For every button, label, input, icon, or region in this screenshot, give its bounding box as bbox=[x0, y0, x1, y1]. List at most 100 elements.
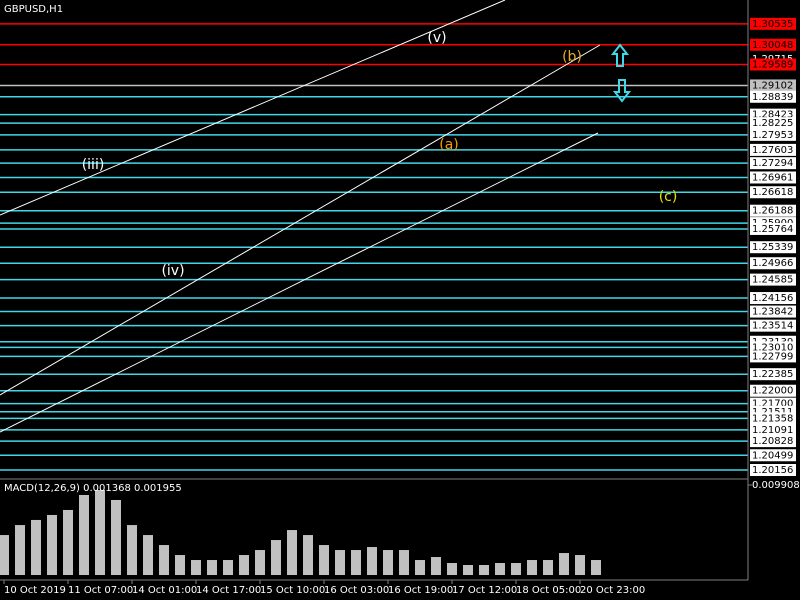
macd-bar bbox=[207, 560, 217, 576]
macd-bar bbox=[63, 509, 73, 576]
x-tick-label: 14 Oct 01:00 bbox=[132, 585, 197, 596]
x-tick-label: 16 Oct 19:00 bbox=[388, 585, 453, 596]
y-tick-label: 1.26961 bbox=[752, 172, 793, 183]
macd-bar bbox=[367, 547, 377, 576]
level-label-box bbox=[750, 350, 796, 363]
x-tick-label: 10 Oct 2019 bbox=[4, 585, 66, 596]
macd-bar bbox=[351, 550, 361, 576]
wave-label: (c) bbox=[659, 189, 678, 205]
x-tick-label: 15 Oct 10:00 bbox=[260, 585, 325, 596]
chart-title: GBPUSD,H1 bbox=[4, 4, 63, 15]
macd-bar bbox=[495, 563, 505, 576]
macd-bar bbox=[511, 563, 521, 576]
y-tick-label: 1.23514 bbox=[752, 321, 793, 332]
macd-bar bbox=[479, 565, 489, 576]
macd-bar bbox=[431, 557, 441, 576]
y-tick-label: 1.30535 bbox=[752, 19, 793, 30]
wave-label: (b) bbox=[562, 49, 582, 65]
y-tick-label: 1.27603 bbox=[752, 145, 793, 156]
x-tick-label: 20 Oct 23:00 bbox=[580, 585, 645, 596]
macd-bar bbox=[127, 525, 137, 576]
y-tick-label: 1.21091 bbox=[752, 425, 793, 436]
y-tick-label: 1.27294 bbox=[752, 158, 793, 169]
level-label-box bbox=[750, 423, 796, 436]
x-tick-label: 18 Oct 05:00 bbox=[516, 585, 581, 596]
y-tick-label: 1.22000 bbox=[752, 386, 793, 397]
y-tick-label: 1.24156 bbox=[752, 293, 793, 304]
macd-bar bbox=[0, 535, 9, 576]
grid-layer: 1.305351.300481.297151.295891.291021.288… bbox=[0, 17, 796, 477]
macd-bar bbox=[303, 535, 313, 576]
y-tick-label: 1.24966 bbox=[752, 258, 793, 269]
macd-bar bbox=[399, 550, 409, 576]
level-label-box bbox=[750, 222, 796, 235]
level-label-box bbox=[750, 319, 796, 332]
macd-bar bbox=[287, 530, 297, 576]
macd-bar bbox=[559, 553, 569, 576]
channel-line bbox=[0, 0, 506, 216]
y-tick-label: 1.26188 bbox=[752, 206, 793, 217]
level-label-box bbox=[750, 368, 796, 381]
level-label-box bbox=[750, 412, 796, 425]
level-label-box bbox=[750, 305, 796, 318]
macd-bar bbox=[79, 494, 89, 576]
level-label-box bbox=[750, 257, 796, 270]
macd-bar bbox=[255, 550, 265, 576]
x-tick-label: 11 Oct 07:00 bbox=[68, 585, 133, 596]
level-label-box bbox=[750, 143, 796, 156]
y-tick-label: 1.25339 bbox=[752, 242, 793, 253]
up-arrow bbox=[610, 43, 630, 67]
indicator-title: MACD(12,26,9) 0.001368 0.001955 bbox=[4, 483, 182, 494]
macd-bar bbox=[447, 563, 457, 576]
level-label-box bbox=[750, 117, 796, 130]
channel-line bbox=[0, 132, 599, 433]
y-tick-label: 1.21511 bbox=[752, 407, 793, 418]
x-tick-label: 14 Oct 17:00 bbox=[196, 585, 261, 596]
macd-bar bbox=[463, 565, 473, 576]
macd-bar bbox=[575, 555, 585, 576]
wave-label: (iii) bbox=[82, 157, 105, 173]
level-label-box bbox=[750, 273, 796, 286]
y-tick-label: 1.27953 bbox=[752, 130, 793, 141]
level-label-box bbox=[750, 204, 796, 217]
macd-bar bbox=[271, 540, 281, 576]
macd-bar bbox=[47, 514, 57, 576]
y-tick-label: 1.29589 bbox=[752, 60, 793, 71]
x-tick-label: 17 Oct 12:00 bbox=[452, 585, 517, 596]
x-tick-label: 16 Oct 03:00 bbox=[324, 585, 389, 596]
level-label-box bbox=[750, 186, 796, 199]
macd-bar bbox=[415, 560, 425, 576]
y-tick-label: 0.009908 bbox=[752, 480, 800, 491]
y-tick-label: 1.28225 bbox=[752, 118, 793, 129]
macd-bar bbox=[191, 560, 201, 576]
level-label-box bbox=[750, 79, 796, 92]
macd-bar bbox=[239, 555, 249, 576]
y-tick-label: 1.20156 bbox=[752, 465, 793, 476]
macd-bar bbox=[591, 560, 601, 576]
macd-bar bbox=[527, 560, 537, 576]
level-label-box bbox=[750, 157, 796, 170]
macd-bar bbox=[335, 550, 345, 576]
macd-bar bbox=[543, 560, 553, 576]
level-label-box bbox=[750, 292, 796, 305]
macd-bar bbox=[319, 545, 329, 576]
level-label-box bbox=[750, 435, 796, 448]
y-tick-label: 1.26618 bbox=[752, 187, 793, 198]
marks-layer bbox=[0, 489, 601, 576]
wave-label: (v) bbox=[427, 30, 446, 46]
y-tick-label: 1.23842 bbox=[752, 307, 793, 318]
y-tick-label: 1.25764 bbox=[752, 224, 793, 235]
macd-bar bbox=[31, 519, 41, 576]
y-tick-label: 1.28423 bbox=[752, 110, 793, 121]
level-label-box bbox=[750, 464, 796, 477]
macd-bar bbox=[223, 560, 233, 576]
level-label-box bbox=[750, 90, 796, 103]
level-label-box bbox=[750, 38, 796, 51]
macd-bar bbox=[143, 535, 153, 576]
macd-bar bbox=[111, 499, 121, 576]
level-label-box bbox=[750, 171, 796, 184]
y-tick-label: 1.24585 bbox=[752, 275, 793, 286]
macd-bar bbox=[159, 545, 169, 576]
